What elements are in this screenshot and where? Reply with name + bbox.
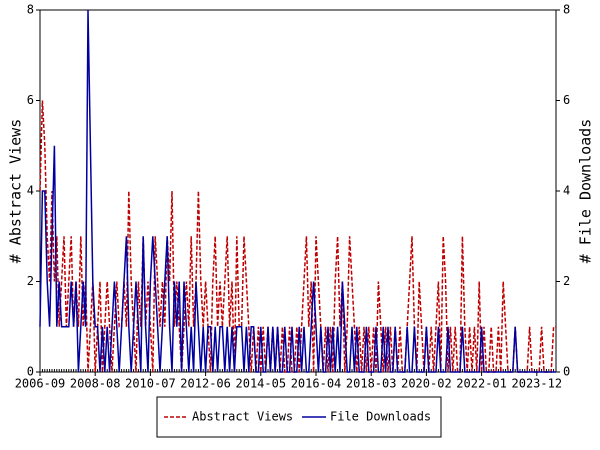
legend-label: File Downloads <box>330 410 431 424</box>
y-tick-label: 8 <box>27 3 34 17</box>
x-tick-label: 2014-05 <box>236 377 287 391</box>
y2-axis-title: # File Downloads <box>577 119 595 264</box>
legend-label: Abstract Views <box>192 410 293 424</box>
y-tick-label: 2 <box>27 274 34 288</box>
x-tick-label: 2012-06 <box>180 377 231 391</box>
y2-tick-label: 0 <box>563 365 570 379</box>
y2-tick-label: 6 <box>563 93 570 107</box>
y2-tick-label: 8 <box>563 3 570 17</box>
x-tick-label: 2016-04 <box>291 377 342 391</box>
x-tick-label: 2008-08 <box>70 377 121 391</box>
x-tick-label: 2022-01 <box>456 377 507 391</box>
y-tick-label: 0 <box>27 365 34 379</box>
y2-tick-label: 4 <box>563 184 570 198</box>
series-line <box>39 9 556 373</box>
x-tick-label: 2023-12 <box>512 377 563 391</box>
x-tick-label: 2010-07 <box>125 377 176 391</box>
x-tick-label: 2020-02 <box>401 377 452 391</box>
y-axis-title: # Abstract Views <box>7 119 25 264</box>
y-tick-label: 4 <box>27 184 34 198</box>
y-tick-label: 6 <box>27 93 34 107</box>
y2-tick-label: 2 <box>563 274 570 288</box>
legend-box <box>156 396 442 438</box>
x-tick-label: 2006-09 <box>15 377 66 391</box>
x-tick-label: 2018-03 <box>346 377 397 391</box>
